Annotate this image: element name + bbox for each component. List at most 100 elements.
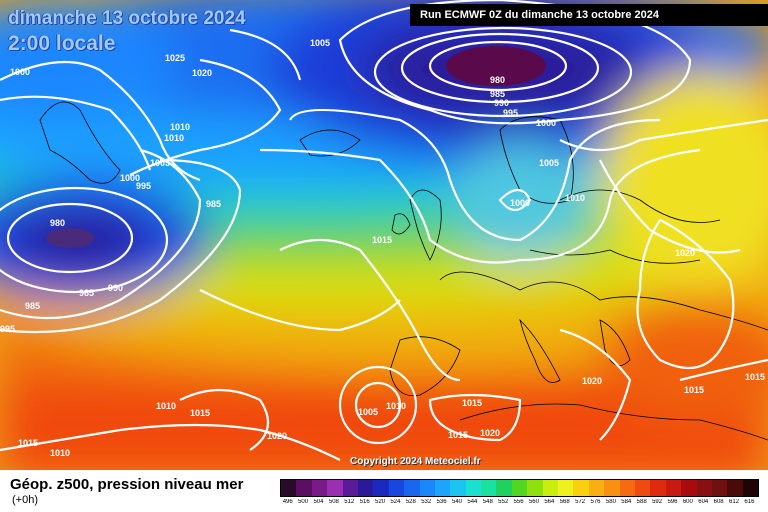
- isobar-label: 1010: [386, 401, 406, 411]
- isobar-labels: 1025 1020 1005 1000 1010 1010 1005 1000 …: [0, 38, 765, 458]
- legend-title: Géop. z500, pression niveau mer: [10, 476, 244, 493]
- isobar-label: 995: [0, 324, 15, 334]
- color-scale-label: 572: [575, 499, 586, 505]
- color-scale-cell: [588, 480, 605, 496]
- map-title-date: dimanche 13 octobre 2024: [8, 8, 246, 29]
- color-scale-cell: [496, 480, 512, 496]
- color-scale-cell: [357, 480, 374, 496]
- isobar-label: 1000: [510, 198, 530, 208]
- color-scale-cell: [542, 480, 559, 496]
- isobar-label: 1020: [192, 68, 212, 78]
- color-scale-cell: [296, 480, 312, 496]
- color-scale-cell: [281, 480, 297, 496]
- color-scale-cell: [527, 480, 543, 496]
- isobar-label: 1015: [372, 235, 392, 245]
- color-scale-label: 496: [282, 499, 293, 505]
- isobar-label: 1015: [448, 430, 468, 440]
- color-scale-label: 516: [359, 499, 370, 505]
- isobar-label: 1005: [539, 158, 559, 168]
- color-scale-label: 560: [528, 499, 539, 505]
- isobar-label: 1020: [267, 431, 287, 441]
- color-scale-cell: [434, 480, 451, 496]
- color-scale-label: 544: [467, 499, 478, 505]
- color-scale-cell: [573, 480, 589, 496]
- isobar-label: 1005: [358, 407, 378, 417]
- color-scale-label: 556: [513, 499, 524, 505]
- color-scale-label: 500: [298, 499, 309, 505]
- color-scale-labels: 496 500 504 508 512 516 520 524 528 532 536 540 544 5…: [280, 499, 757, 505]
- color-scale-cell: [634, 480, 651, 496]
- isobar-label: 1010: [50, 448, 70, 458]
- isobar-label: 1000: [120, 173, 140, 183]
- color-scale-label: 564: [544, 499, 555, 505]
- color-scale-label: 568: [559, 499, 570, 505]
- color-scale-cell: [681, 480, 697, 496]
- isobar-label: 1005: [150, 158, 170, 168]
- color-scale-label: 592: [652, 499, 663, 505]
- isobar-label: 1000: [10, 67, 30, 77]
- isobar-label: 1015: [462, 398, 482, 408]
- isobar-label: 1005: [310, 38, 330, 48]
- color-scale-label: 588: [636, 499, 647, 505]
- isobar-label: 1010: [170, 122, 190, 132]
- color-scale-cell: [404, 480, 420, 496]
- color-scale-label: 608: [713, 499, 724, 505]
- isobar-label: 1010: [156, 401, 176, 411]
- color-scale-cell: [342, 480, 358, 496]
- isobar-label: 1010: [565, 193, 585, 203]
- color-scale-cell: [511, 480, 528, 496]
- isobar-label: 1000: [536, 118, 556, 128]
- color-scale-cell: [311, 480, 328, 496]
- color-scale-label: 604: [698, 499, 709, 505]
- geopotential-field: 1025 1020 1005 1000 1010 1010 1005 1000 …: [0, 0, 768, 470]
- color-scale-cell: [727, 480, 743, 496]
- color-scale-label: 536: [436, 499, 447, 505]
- color-scale: [280, 479, 760, 497]
- color-scale-label: 540: [451, 499, 462, 505]
- isobar-label: 1015: [190, 408, 210, 418]
- color-scale-cell: [558, 480, 574, 496]
- color-scale-label: 576: [590, 499, 601, 505]
- isobar-label: 1020: [480, 428, 500, 438]
- color-scale-cell: [604, 480, 620, 496]
- isobar-label: 995: [503, 108, 518, 118]
- color-scale-cell: [327, 480, 343, 496]
- color-scale-cell: [450, 480, 466, 496]
- coastlines: [39, 101, 768, 441]
- isobar-label: 1010: [164, 133, 184, 143]
- isobar-label: 1015: [745, 372, 765, 382]
- copyright-text: Copyright 2024 Meteociel.fr: [350, 456, 481, 467]
- color-scale-label: 596: [667, 499, 678, 505]
- color-scale-label: 616: [744, 499, 755, 505]
- color-field: [0, 0, 768, 470]
- isobar-label: 980: [490, 75, 505, 85]
- isobar-label: 1015: [684, 385, 704, 395]
- isobars: [0, 0, 768, 461]
- color-scale-label: 520: [375, 499, 386, 505]
- color-scale-cell: [465, 480, 482, 496]
- color-scale-label: 504: [313, 499, 324, 505]
- isobar-label: 985: [25, 301, 40, 311]
- color-scale-cell: [619, 480, 635, 496]
- isobar-label: 985: [206, 199, 221, 209]
- color-scale-cell: [711, 480, 728, 496]
- color-scale-cell: [665, 480, 682, 496]
- isobar-label: 980: [50, 218, 65, 228]
- isobar-label: 1025: [165, 53, 185, 63]
- color-scale-label: 612: [729, 499, 740, 505]
- color-scale-cell: [373, 480, 389, 496]
- map-title-time: 2:00 locale: [8, 32, 116, 55]
- isobar-label: 995: [136, 181, 151, 191]
- weather-map: 1025 1020 1005 1000 1010 1010 1005 1000 …: [0, 0, 768, 470]
- color-scale-cell: [650, 480, 666, 496]
- color-scale-label: 532: [421, 499, 432, 505]
- run-banner: Run ECMWF 0Z du dimanche 13 octobre 2024: [410, 4, 768, 26]
- color-scale-label: 600: [682, 499, 693, 505]
- isobar-label: 990: [494, 98, 509, 108]
- isobar-label: 1020: [582, 376, 602, 386]
- color-scale-label: 524: [390, 499, 401, 505]
- color-scale-label: 584: [621, 499, 632, 505]
- low-center-atlantic: [46, 228, 94, 248]
- isobar-label: 985: [79, 288, 94, 298]
- color-scale-cell: [419, 480, 435, 496]
